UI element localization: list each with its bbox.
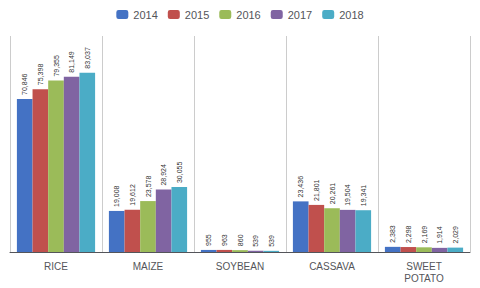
svg-text:19,612: 19,612 (129, 184, 136, 206)
svg-text:2015: 2015 (185, 9, 209, 21)
svg-text:23,578: 23,578 (145, 176, 152, 198)
svg-text:79,355: 79,355 (53, 55, 60, 77)
svg-text:SOYBEAN: SOYBEAN (216, 261, 264, 272)
svg-text:19,504: 19,504 (344, 184, 351, 206)
svg-text:21,801: 21,801 (313, 179, 320, 201)
svg-text:963: 963 (221, 234, 228, 246)
svg-text:2018: 2018 (339, 9, 363, 21)
svg-text:19,008: 19,008 (113, 185, 120, 207)
svg-text:2016: 2016 (236, 9, 260, 21)
svg-text:23,436: 23,436 (297, 176, 304, 198)
svg-text:19,341: 19,341 (360, 185, 367, 207)
svg-text:2,383: 2,383 (389, 225, 396, 243)
svg-text:30,055: 30,055 (176, 162, 183, 184)
svg-text:70,846: 70,846 (21, 73, 28, 95)
svg-text:1,914: 1,914 (436, 226, 443, 244)
svg-text:POTATO: POTATO (404, 273, 444, 284)
svg-text:28,924: 28,924 (160, 164, 167, 186)
svg-text:75,398: 75,398 (37, 64, 44, 86)
svg-text:SWEET: SWEET (406, 261, 442, 272)
svg-text:2,298: 2,298 (405, 225, 412, 243)
svg-text:83,037: 83,037 (84, 47, 91, 69)
svg-text:2,169: 2,169 (421, 226, 428, 244)
svg-text:20,261: 20,261 (329, 183, 336, 205)
svg-text:81,149: 81,149 (68, 51, 75, 73)
svg-text:2014: 2014 (133, 9, 157, 21)
svg-text:539: 539 (268, 235, 275, 247)
svg-text:CASSAVA: CASSAVA (309, 261, 355, 272)
svg-text:539: 539 (252, 235, 259, 247)
svg-text:2017: 2017 (288, 9, 312, 21)
svg-text:860: 860 (237, 234, 244, 246)
svg-text:RICE: RICE (44, 261, 68, 272)
svg-text:MAIZE: MAIZE (133, 261, 164, 272)
svg-text:2,029: 2,029 (452, 226, 459, 244)
svg-text:955: 955 (205, 234, 212, 246)
